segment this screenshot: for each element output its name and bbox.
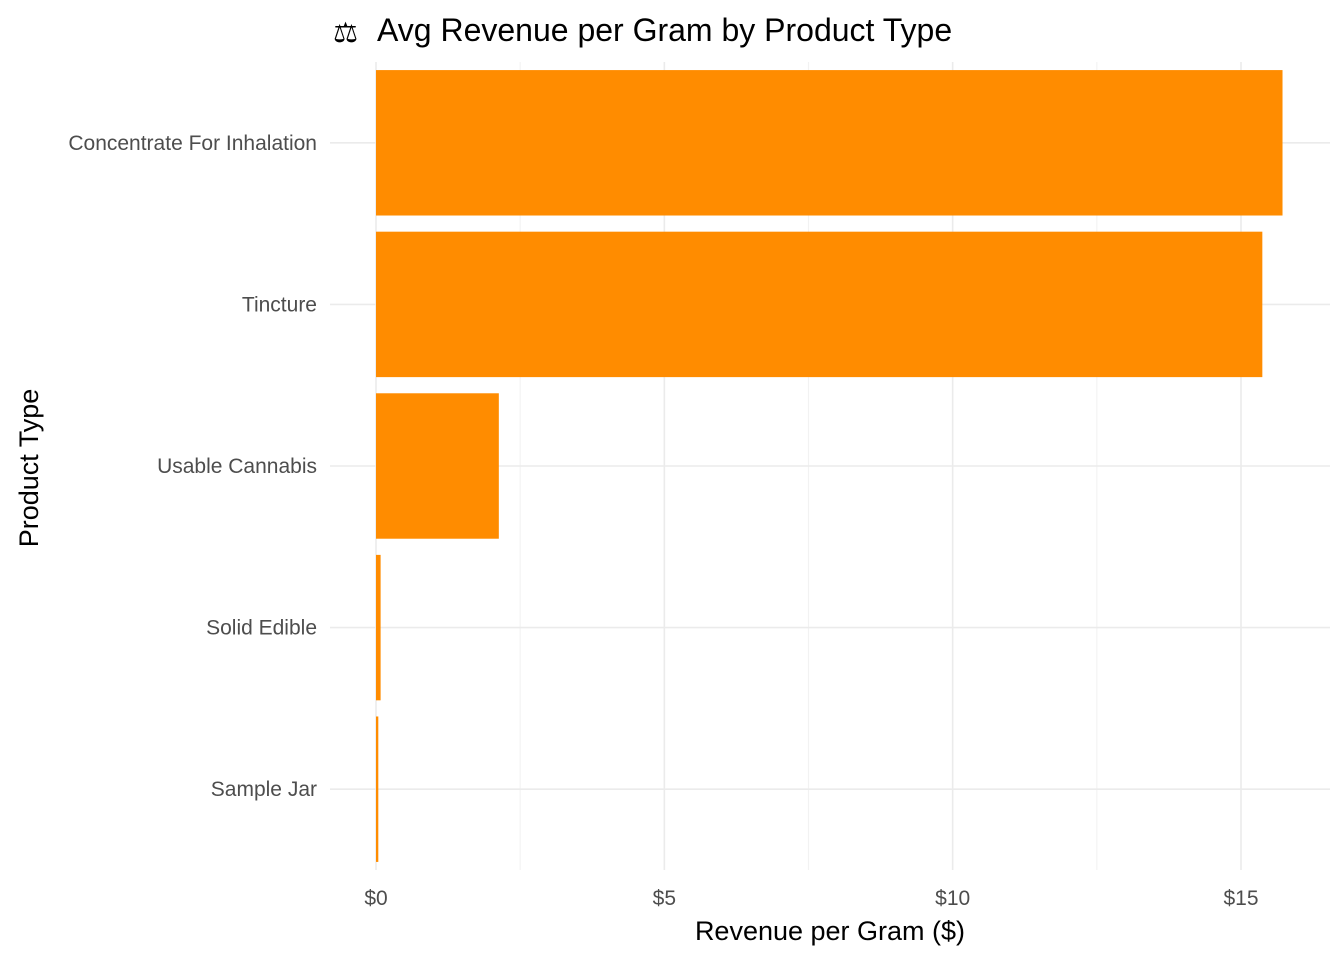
y-tick-label: Tincture [242, 293, 317, 316]
chart-title: Avg Revenue per Gram by Product Type [377, 12, 952, 48]
bars [376, 70, 1283, 862]
y-tick-label: Usable Cannabis [157, 455, 317, 478]
y-axis-title: Product Type [14, 389, 44, 548]
x-tick-label: $5 [653, 887, 676, 910]
y-tick-label: Sample Jar [211, 778, 317, 801]
x-tick-label: $10 [935, 887, 970, 910]
axis-ticks: $0 $5 $10 $15 Concentrate For Inhalation Tinc… [68, 132, 1258, 910]
bar-solid-edible [376, 554, 381, 701]
bar-sample-jar [376, 716, 379, 862]
x-axis-title: Revenue per Gram ($) [695, 916, 965, 946]
x-tick-label: $0 [364, 887, 387, 910]
bar-usable-cannabis [376, 393, 499, 539]
bar-tincture [376, 231, 1263, 378]
y-tick-label: Concentrate For Inhalation [68, 132, 317, 155]
balance-scale-icon: ⚖ [333, 16, 358, 49]
y-tick-label: Solid Edible [206, 617, 317, 640]
x-tick-label: $15 [1223, 887, 1258, 910]
bar-concentrate-for-inhalation [376, 70, 1283, 216]
